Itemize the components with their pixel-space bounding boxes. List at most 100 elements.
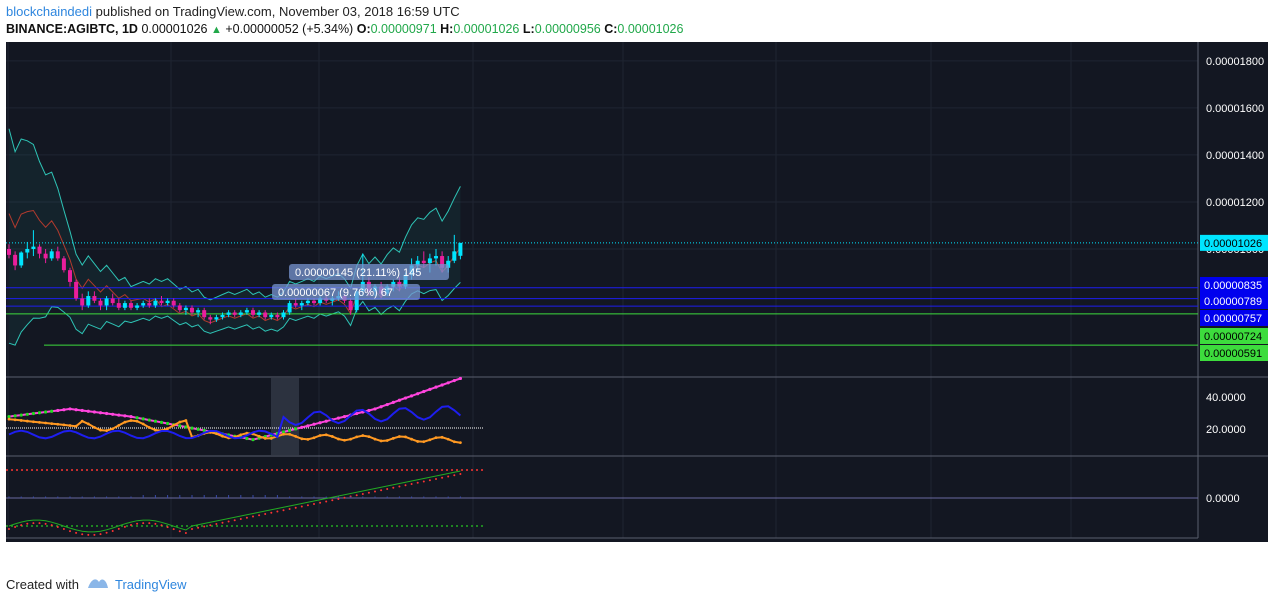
macd-signal-dot	[422, 480, 425, 483]
dmi-dot	[337, 437, 340, 441]
dmi-dot	[355, 435, 359, 439]
dmi-dot	[105, 429, 108, 432]
dmi-dot	[434, 385, 438, 389]
dmi-dot	[159, 420, 164, 424]
macd-signal-dot	[459, 473, 462, 475]
dmi-dot	[135, 416, 139, 420]
dmi-dot	[74, 408, 78, 412]
up-arrow-icon: ▲	[210, 24, 222, 36]
candle-body	[299, 303, 304, 306]
candle-body	[177, 305, 182, 311]
dmi-dot	[404, 435, 407, 439]
dmi-dot	[13, 414, 17, 418]
author-link[interactable]: blockchaindedi	[6, 4, 93, 19]
dmi-dot	[367, 408, 371, 413]
dmi-dot	[80, 408, 84, 413]
candle-body	[74, 281, 79, 299]
level-tag-bg	[1200, 345, 1268, 361]
macd-signal-dot	[404, 484, 407, 487]
macd-signal-dot	[26, 522, 29, 525]
macd-signal-dot	[142, 522, 145, 525]
macd-signal-dot	[361, 493, 364, 495]
dmi-dot	[56, 422, 60, 426]
dmi-dot	[166, 421, 170, 426]
candle-body	[68, 270, 72, 282]
measure-label-bg	[289, 264, 449, 280]
dmi-dot	[428, 438, 432, 442]
macd-signal-dot	[38, 522, 41, 525]
dmi-dot	[86, 409, 90, 413]
dmi-dot	[318, 421, 322, 425]
candle-body	[263, 312, 268, 318]
dmi-dot	[196, 427, 200, 431]
candle-body	[226, 312, 231, 315]
dmi-dot	[19, 419, 23, 422]
dmi-dot	[44, 421, 47, 425]
chart-canvas[interactable]: 0.00000145 (21.11%) 145 0.00000067 (9.76%…	[6, 42, 1268, 542]
candle-body	[281, 312, 286, 318]
candle-body	[147, 303, 152, 306]
candle-body	[458, 242, 463, 256]
candle-body	[129, 303, 133, 308]
candle-body	[208, 317, 213, 320]
dmi-dot	[379, 439, 383, 443]
dmi-dot	[373, 437, 377, 441]
close-label: C:	[604, 22, 618, 36]
chart-svg[interactable]: 0.00000145 (21.11%) 145 0.00000067 (9.76%…	[6, 42, 1268, 542]
dmi-dot	[98, 411, 103, 415]
dmi-dot	[300, 425, 304, 429]
macd-signal-dot	[282, 509, 285, 512]
candle-body	[238, 312, 243, 315]
publish-text: published on TradingView.com, November 0…	[95, 4, 460, 19]
candle-body	[122, 303, 127, 308]
macd-signal-dot	[355, 494, 358, 497]
candle-body	[135, 305, 140, 308]
dmi-dot	[178, 424, 182, 428]
measure-label-text: 0.00000145 (21.11%) 145	[295, 267, 421, 279]
dmi-dot	[281, 430, 286, 434]
candle-body	[49, 251, 54, 259]
macd-signal-dot	[14, 525, 17, 528]
price-change: +0.00000052 (+5.34%)	[225, 22, 354, 36]
candle-body	[251, 310, 255, 315]
candle-body	[141, 303, 146, 306]
dmi-dot	[117, 423, 121, 427]
tradingview-link[interactable]: TradingView	[114, 577, 187, 592]
measure-label-bg	[272, 284, 420, 300]
dmi-dot	[111, 412, 115, 416]
candle-body	[13, 254, 18, 266]
level-tag-bg	[1200, 328, 1268, 344]
dmi-dot	[428, 387, 432, 391]
candle-body	[159, 300, 164, 304]
dmi-dot	[37, 411, 42, 415]
macd-signal-dot	[233, 519, 236, 522]
macd-signal-dot	[239, 518, 242, 520]
macd-line	[8, 470, 461, 533]
candle-body	[287, 303, 292, 313]
dmi-dot	[367, 435, 371, 439]
dmi-dot	[141, 417, 145, 421]
dmi-dot	[153, 419, 157, 423]
dmi-axis-label: 20.0000	[1206, 424, 1246, 436]
macd-signal-dot	[8, 528, 10, 530]
macd-signal-dot	[367, 491, 370, 494]
macd-signal-dot	[50, 524, 53, 527]
open-value: 0.00000971	[370, 22, 437, 36]
level-tag: 0.00000789	[1204, 296, 1262, 308]
macd-signal-dot	[331, 499, 334, 502]
macd-signal-dot	[294, 506, 297, 509]
dmi-dot	[68, 407, 72, 411]
macd-signal-dot	[428, 479, 431, 482]
macd-signal-dot	[203, 525, 206, 528]
macd-signal-dot	[117, 527, 120, 530]
macd-signal-dot	[245, 516, 248, 519]
dmi-dot	[74, 424, 78, 428]
low-value: 0.00000956	[534, 22, 601, 36]
dmi-dot	[343, 438, 346, 442]
dmi-dot	[403, 396, 408, 400]
dmi-dot	[440, 383, 444, 387]
dmi-dot	[330, 435, 334, 438]
candle-body	[220, 314, 225, 318]
dmi-dot	[147, 418, 151, 422]
macd-signal-dot	[148, 522, 151, 525]
